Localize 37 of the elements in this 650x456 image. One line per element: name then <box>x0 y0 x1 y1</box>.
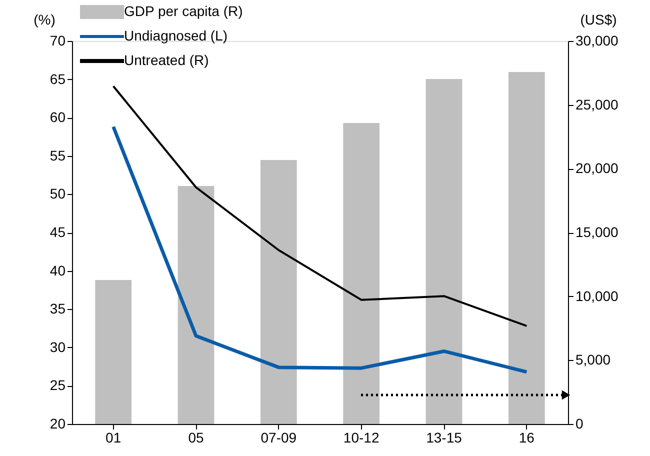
y-tick-label: 30 <box>50 338 66 355</box>
legend-label: Undiagnosed (L) <box>124 28 228 44</box>
y2-tick-label: 15,000 <box>576 224 619 240</box>
x-tick-label: 01 <box>106 430 122 446</box>
y2-tick-label: 0 <box>576 416 584 432</box>
legend-label: Untreated (R) <box>124 52 209 68</box>
bar <box>260 160 297 424</box>
y-tick-label: 60 <box>50 109 66 126</box>
x-tick-label: 10-12 <box>343 430 380 446</box>
y2-axis-title: (US$) <box>580 12 617 28</box>
y-tick-label: 55 <box>50 147 66 164</box>
bar <box>426 79 462 424</box>
y-axis-title: (%) <box>34 12 56 28</box>
y-tick-label: 65 <box>50 70 66 87</box>
y-tick-label: 40 <box>50 262 66 278</box>
y2-tick-label: 10,000 <box>576 288 619 304</box>
y-tick-label: 45 <box>50 224 66 240</box>
y-tick-label: 25 <box>50 377 66 394</box>
bar <box>508 72 545 424</box>
bar <box>343 122 380 424</box>
y2-tick-label: 20,000 <box>576 160 619 176</box>
y2-tick-label: 5,000 <box>576 352 611 368</box>
bar <box>178 186 214 424</box>
line-series <box>112 125 528 374</box>
y2-tick-label: 25,000 <box>576 96 619 112</box>
bar <box>95 280 132 424</box>
x-tick-label: 16 <box>518 430 535 446</box>
x-tick-label: 05 <box>188 430 204 446</box>
y-tick-label: 50 <box>50 186 66 202</box>
legend-label: GDP per capita (R) <box>124 3 243 19</box>
x-tick-label: 13-15 <box>426 430 462 446</box>
y-tick-label: 70 <box>50 32 66 48</box>
x-tick-label: 07-09 <box>260 430 297 446</box>
y-tick-label: 20 <box>50 416 66 432</box>
line-series <box>112 85 528 327</box>
y-tick-label: 35 <box>50 300 66 317</box>
y2-tick-label: 30,000 <box>576 32 619 48</box>
